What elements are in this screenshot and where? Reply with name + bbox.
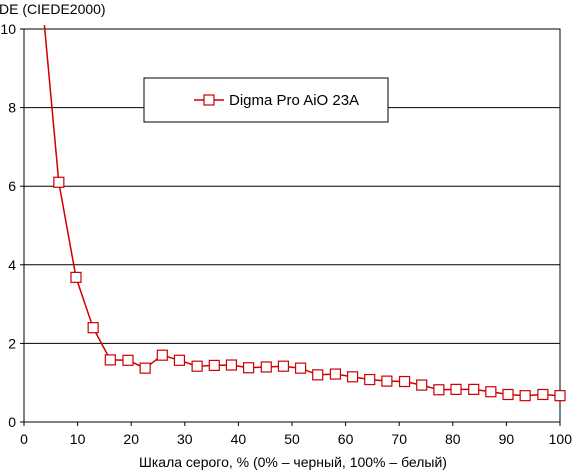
y-tick-label-5: 10 [0,21,16,37]
x-tick-label-5: 50 [284,431,300,447]
x-tick-label-3: 30 [177,431,193,447]
x-tick-label-7: 70 [391,431,407,447]
data-point-23 [433,384,445,396]
data-point-20 [381,375,393,387]
data-point-14 [277,360,290,372]
x-tick-label-0: 0 [20,431,28,447]
data-point-24 [450,383,462,395]
data-point-16 [312,369,324,381]
y-axis: 0 2 4 6 8 10 [0,21,24,430]
data-point-25 [468,383,480,395]
data-point-10 [208,359,220,372]
y-tick-label-1: 2 [8,335,16,351]
data-point-19 [364,373,376,386]
data-point-4 [104,354,116,366]
legend-marker [203,94,215,106]
y-tick-label-3: 6 [8,178,16,194]
x-tick-label-9: 90 [499,431,515,447]
data-point-17 [329,368,342,380]
data-point-26 [485,386,497,398]
data-point-27 [502,388,514,401]
data-point-30 [554,390,566,402]
data-point-11 [225,359,238,371]
data-point-28 [519,390,531,402]
data-point-1 [53,176,65,188]
data-point-6 [139,362,151,374]
data-point-7 [156,349,168,361]
data-point-8 [173,354,186,366]
legend: Digma Pro AiO 23A [143,77,389,123]
data-point-2 [70,271,82,283]
data-point-29 [537,388,549,401]
legend-box [143,77,389,123]
data-point-3 [87,322,99,334]
data-point-22 [416,379,428,391]
x-tick-label-8: 80 [445,431,461,447]
data-point-9 [191,360,203,372]
y-tick-label-2: 4 [8,257,16,273]
y-tick-label-0: 0 [8,414,16,430]
data-point-21 [398,375,411,388]
x-axis-label: Шкала серого, % (0% – черный, 100% – бел… [139,454,447,470]
data-point-13 [260,361,272,373]
data-point-12 [242,362,255,374]
x-tick-label-2: 20 [123,431,139,447]
x-tick-label-1: 10 [70,431,86,447]
x-tick-label-10: 100 [549,431,573,447]
x-axis: 0 10 20 30 40 50 60 70 80 90 100 [20,422,572,447]
y-axis-label: DE (CIEDE2000) [0,1,106,17]
x-tick-label-6: 60 [338,431,354,447]
x-tick-label-4: 40 [231,431,247,447]
data-point-15 [294,362,307,374]
legend-label: Digma Pro AiO 23A [229,92,359,109]
data-point-18 [346,371,359,383]
series-group [43,25,566,402]
data-point-5 [122,354,134,366]
y-tick-label-4: 8 [8,100,16,116]
